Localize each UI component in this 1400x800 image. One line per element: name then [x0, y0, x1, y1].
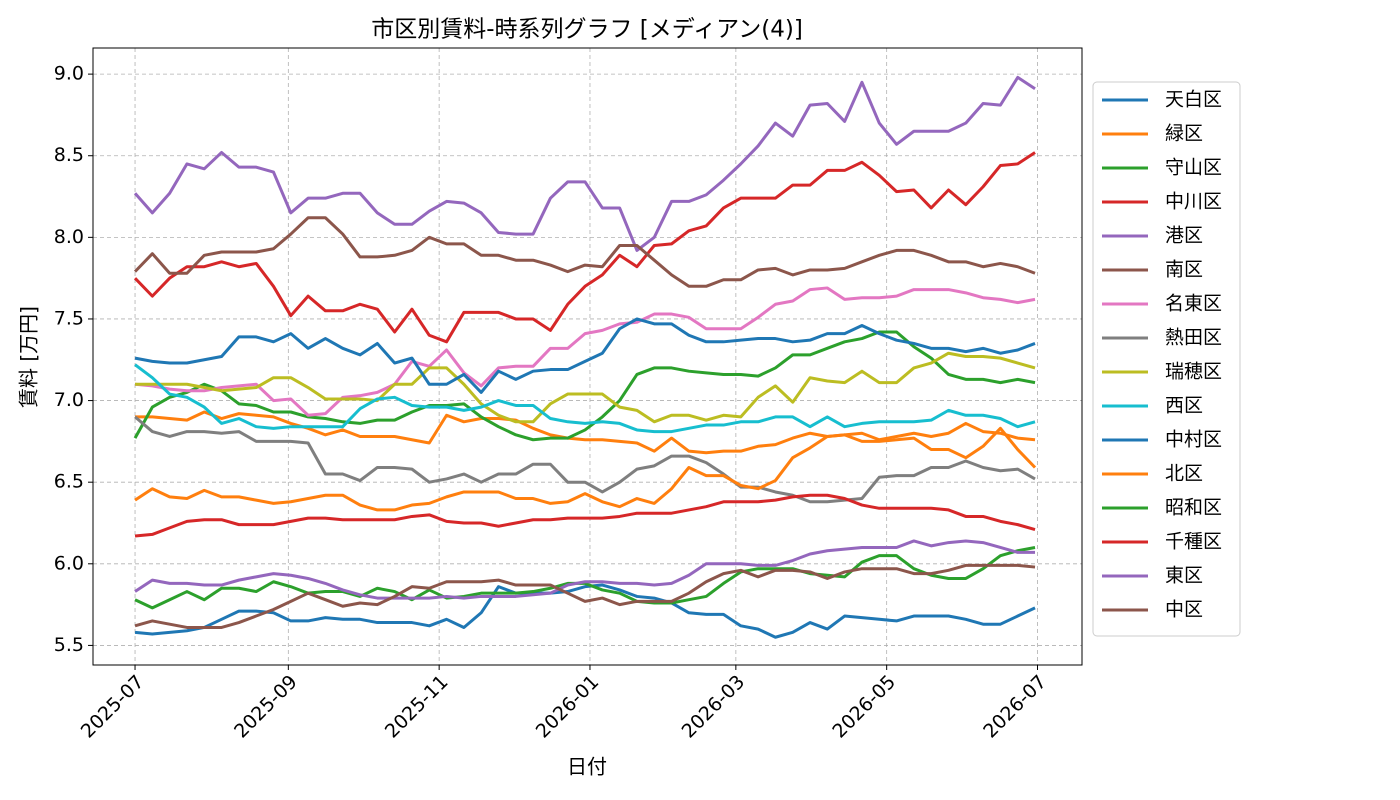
legend-label: 北区 [1165, 463, 1203, 485]
legend-box [1092, 81, 1241, 637]
x-tick-label: 2026-01 [532, 671, 604, 743]
legend-label: 中区 [1165, 599, 1203, 621]
y-tick-label: 7.5 [54, 307, 84, 329]
series-line [135, 351, 1036, 424]
legend-label: 港区 [1165, 225, 1203, 247]
chart-title: 市区別賃料-時系列グラフ [メディアン(4)] [371, 17, 803, 43]
y-tick-label: 8.0 [54, 226, 84, 248]
series-line [134, 539, 1036, 600]
legend-label: 緑区 [1165, 123, 1203, 145]
series-line [134, 546, 1036, 610]
legend-label: 中村区 [1165, 429, 1222, 451]
legend-label: 昭和区 [1165, 497, 1222, 519]
y-tick-label: 6.0 [54, 552, 84, 574]
y-tick-label: 8.5 [54, 144, 84, 166]
legend-label: 東区 [1165, 565, 1203, 587]
y-tick-label: 6.5 [54, 471, 84, 493]
x-tick-label: 2025-11 [381, 671, 453, 743]
x-tick-label: 2026-07 [979, 671, 1051, 743]
y-tick-label: 7.0 [54, 389, 84, 411]
y-tick-label: 5.5 [54, 634, 84, 656]
plot-frame [92, 47, 1083, 666]
legend-label: 守山区 [1165, 157, 1222, 179]
series-line [134, 363, 1036, 434]
y-axis-label: 賃料 [万円] [17, 306, 41, 408]
legend-label: 熱田区 [1165, 327, 1222, 349]
series-line [134, 493, 1036, 538]
series-line [133, 216, 1036, 288]
legend-label: 天白区 [1165, 89, 1222, 111]
legend-label: 西区 [1165, 395, 1203, 417]
series-line [133, 330, 1036, 442]
x-tick-label: 2026-05 [828, 671, 900, 743]
series-line [135, 410, 1036, 455]
legend-label: 中川区 [1165, 191, 1222, 213]
series-line [133, 151, 1036, 344]
series-line [134, 426, 1037, 512]
x-tick-label: 2025-07 [77, 671, 149, 743]
x-axis-label: 日付 [567, 755, 607, 779]
series-line [134, 583, 1036, 639]
series-line [134, 286, 1036, 417]
series-line [133, 75, 1036, 252]
legend-label: 瑞穂区 [1165, 361, 1222, 383]
series-line [134, 415, 1036, 504]
x-tick-label: 2025-09 [230, 671, 302, 743]
legend-label: 名東区 [1165, 293, 1222, 315]
y-tick-label: 9.0 [54, 63, 84, 85]
series-line [134, 563, 1036, 629]
series-line [134, 317, 1036, 394]
x-tick-label: 2026-03 [678, 671, 750, 743]
legend-label: 南区 [1165, 259, 1203, 281]
legend-label: 千種区 [1165, 531, 1222, 553]
